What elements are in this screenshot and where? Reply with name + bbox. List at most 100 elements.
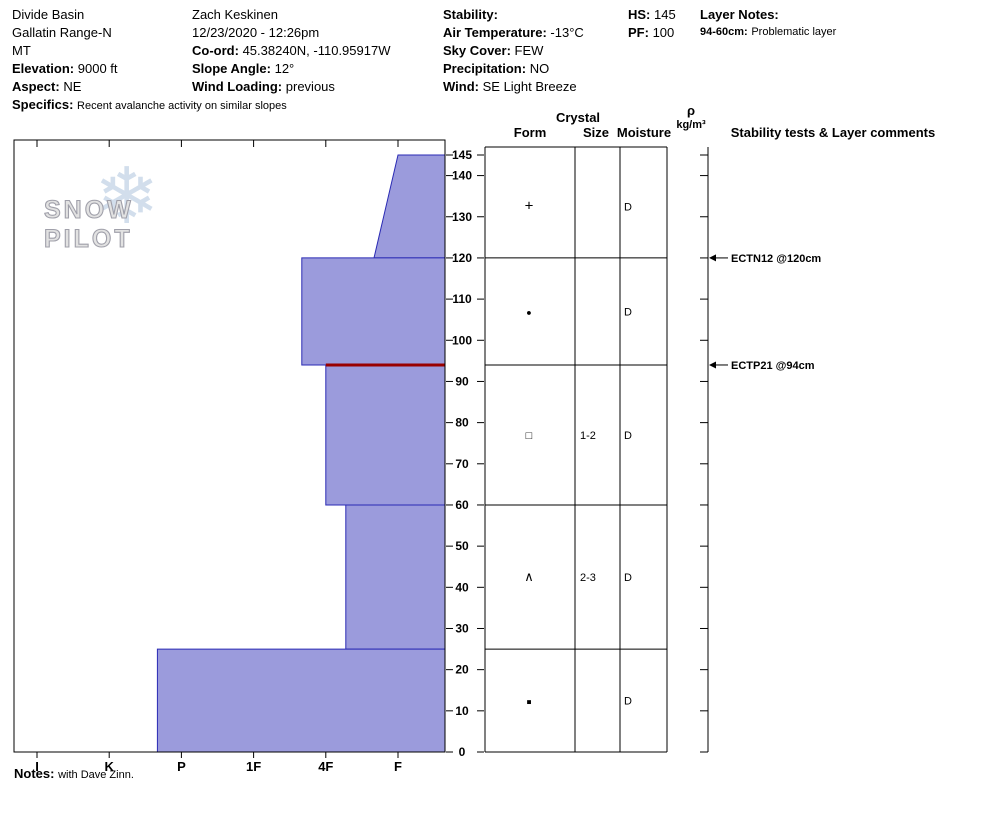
header-location-block: Divide Basin Gallatin Range-N MT Elevati… [12, 6, 287, 115]
coord-line: Co-ord: 45.38240N, -110.95917W [192, 42, 390, 60]
stability-line: Stability: [443, 6, 584, 24]
snowflake-icon: ❄ [94, 152, 160, 242]
crystal-form-symbol: ■ [527, 698, 532, 707]
elevation-label: Elevation: [12, 61, 75, 76]
depth-tick-label: 130 [452, 210, 472, 224]
form-column-header: Form [513, 125, 547, 140]
crystal-form-symbol: ● [526, 307, 531, 317]
layer-bar-2 [325, 364, 446, 506]
notes-value: with Dave Zinn. [58, 769, 134, 781]
wind-loading-label: Wind Loading: [192, 79, 283, 94]
moisture-value: D [624, 201, 632, 213]
layer-bar-0 [373, 154, 446, 259]
depth-tick-label: 145 [452, 148, 472, 162]
hs-line: HS: 145 [628, 6, 676, 24]
hardness-axis-label: P [177, 759, 186, 774]
crystal-header: Crystal [555, 110, 601, 125]
depth-tick-label: 40 [455, 580, 469, 594]
air-temp-line: Air Temperature: -13°C [443, 24, 584, 42]
specifics-line: Specifics: Recent avalanche activity on … [12, 96, 287, 115]
aspect-value: NE [63, 79, 82, 94]
moisture-value: D [624, 306, 632, 318]
moisture-value: D [624, 696, 632, 708]
sky-cover-line: Sky Cover: FEW [443, 42, 584, 60]
layer-bar-4 [156, 648, 446, 753]
depth-tick-label: 100 [452, 333, 472, 347]
sky-cover-label: Sky Cover: [443, 43, 511, 58]
observer-name: Zach Keskinen [192, 7, 278, 22]
depth-tick-label: 20 [455, 663, 469, 677]
depth-tick-label: 0 [459, 745, 466, 759]
slope-angle-line: Slope Angle: 12° [192, 60, 390, 78]
notes-line: Notes: with Dave Zinn. [14, 766, 134, 781]
notes-label: Notes: [14, 766, 55, 781]
wind-line: Wind: SE Light Breeze [443, 78, 584, 96]
header-observer-block: Zach Keskinen 12/23/2020 - 12:26pm Co-or… [192, 6, 390, 96]
depth-tick-label: 50 [455, 539, 469, 553]
hardness-axis-label: 1F [246, 759, 261, 774]
depth-tick-label: 70 [455, 457, 469, 471]
moisture-column-header: Moisture [616, 125, 672, 140]
layer-notes-title: Layer Notes: [700, 7, 779, 22]
aspect-label: Aspect: [12, 79, 60, 94]
grain-size-value: 2-3 [580, 572, 596, 584]
grain-size-value: 1-2 [580, 430, 596, 442]
air-temp-value: -13°C [550, 25, 584, 40]
depth-tick-label: 120 [452, 251, 472, 265]
depth-tick-label: 30 [455, 621, 469, 635]
elevation-line: Elevation: 9000 ft [12, 60, 287, 78]
crystal-form-symbol: + [525, 197, 534, 214]
header-weather-block: Stability: Air Temperature: -13°C Sky Co… [443, 6, 584, 96]
layer-notes-entry-range: 94-60cm: [700, 26, 748, 38]
hs-value: 145 [654, 7, 676, 22]
header-snow-height-block: HS: 145 PF: 100 [628, 6, 676, 42]
slope-angle-label: Slope Angle: [192, 61, 271, 76]
specifics-label: Specifics: [12, 97, 74, 112]
elevation-value: 9000 ft [77, 61, 118, 76]
pf-value: 100 [652, 25, 675, 40]
snowpilot-logo-text: SNOW PILOT [43, 195, 134, 253]
crystal-form-symbol: ∧ [524, 569, 534, 584]
crystal-form-symbol: □ [526, 430, 533, 442]
pit-name: Divide Basin [12, 7, 85, 22]
layer-notes-entry-text: Problematic layer [751, 26, 837, 38]
depth-tick-label: 80 [455, 416, 469, 430]
air-temp-label: Air Temperature: [443, 25, 547, 40]
wind-loading-line: Wind Loading: previous [192, 78, 390, 96]
wind-label: Wind: [443, 79, 479, 94]
precipitation-line: Precipitation: NO [443, 60, 584, 78]
coord-label: Co-ord: [192, 43, 239, 58]
layer-bar-3 [345, 504, 446, 650]
chart-frame [13, 139, 446, 753]
depth-tick-label: 110 [452, 292, 472, 306]
specifics-value: Recent avalanche activity on similar slo… [77, 100, 287, 112]
density-symbol-header: ρ [686, 103, 696, 118]
wind-value: SE Light Breeze [482, 79, 577, 94]
hardness-axis-label: 4F [318, 759, 333, 774]
layer-bar-1 [301, 257, 446, 366]
density-unit-header: kg/m³ [676, 119, 706, 131]
pf-line: PF: 100 [628, 24, 676, 42]
precipitation-label: Precipitation: [443, 61, 527, 76]
comments-column-header: Stability tests & Layer comments [730, 125, 936, 140]
stability-test-annotation: ECTP21 @94cm [731, 360, 815, 372]
test-arrow-head [709, 361, 716, 369]
size-column-header: Size [582, 125, 610, 140]
slope-angle-value: 12° [274, 61, 295, 76]
wind-loading-value: previous [285, 79, 335, 94]
depth-tick-label: 140 [452, 169, 472, 183]
layer-notes-entry: 94-60cm: Problematic layer [700, 24, 836, 39]
aspect-line: Aspect: NE [12, 78, 287, 96]
moisture-value: D [624, 430, 632, 442]
depth-tick-label: 10 [455, 704, 469, 718]
moisture-value: D [624, 572, 632, 584]
depth-tick-label: 60 [455, 498, 469, 512]
hardness-axis-label: K [105, 759, 115, 774]
hardness-axis-label: F [394, 759, 402, 774]
observation-datetime: 12/23/2020 - 12:26pm [192, 25, 320, 40]
range-name: Gallatin Range-N [12, 25, 112, 40]
snowpilot-watermark: ❄ SNOW PILOT [43, 158, 224, 254]
hs-label: HS: [628, 7, 651, 22]
